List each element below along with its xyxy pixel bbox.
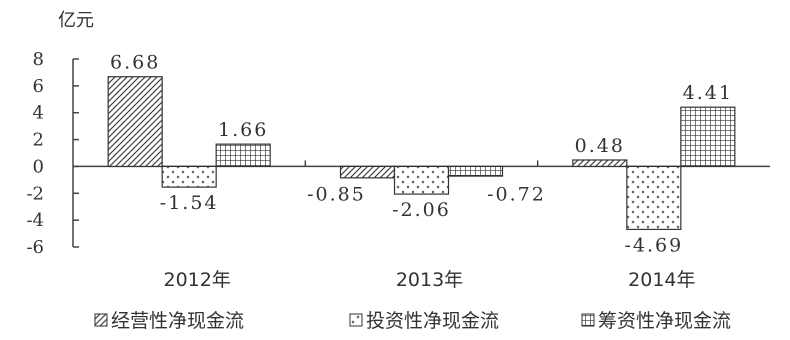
y-tick-label: 0 bbox=[33, 156, 44, 177]
legend-label: 经营性净现金流 bbox=[111, 310, 244, 332]
unit-label: 亿元 bbox=[58, 10, 94, 31]
y-tick-label: 2 bbox=[33, 130, 44, 151]
y-axis: 8 6 4 2 0 -2 -4 -6 bbox=[26, 49, 79, 258]
y-tick-label: -4 bbox=[26, 210, 44, 231]
legend: 经营性净现金流 投资性净现金流 筹资性净现金流 bbox=[94, 310, 731, 332]
bar bbox=[215, 143, 271, 168]
data-label: -0.72 bbox=[487, 183, 546, 205]
data-label: 4.41 bbox=[683, 82, 733, 104]
bar bbox=[680, 106, 736, 168]
y-tick-label: -2 bbox=[26, 183, 44, 204]
data-label: 1.66 bbox=[218, 119, 268, 141]
data-label: -2.06 bbox=[392, 199, 451, 221]
category-label: 2014年 bbox=[628, 269, 695, 291]
category-labels: 2012年 2013年 2014年 bbox=[163, 269, 695, 291]
legend-swatch bbox=[349, 313, 363, 327]
bar bbox=[626, 165, 682, 231]
legend-swatch bbox=[581, 313, 595, 327]
y-tick-label: 8 bbox=[33, 49, 44, 70]
category-label: 2012年 bbox=[163, 269, 230, 291]
legend-swatch bbox=[94, 313, 108, 327]
data-labels: 6.68 -1.54 1.66 -0.85 -2.06 -0.72 0.48 -4.69 4.4… bbox=[110, 52, 733, 257]
bar bbox=[107, 76, 163, 168]
bar bbox=[393, 165, 450, 195]
bar bbox=[339, 165, 396, 179]
legend-label: 投资性净现金流 bbox=[366, 310, 499, 332]
bar bbox=[161, 165, 217, 188]
bar bbox=[572, 159, 628, 168]
data-label: -1.54 bbox=[160, 192, 219, 214]
y-tick-label: 4 bbox=[33, 103, 44, 124]
bar bbox=[447, 165, 504, 177]
data-label: 6.68 bbox=[110, 52, 160, 74]
bars bbox=[107, 76, 736, 231]
y-tick-label: -6 bbox=[26, 237, 44, 258]
data-label: -0.85 bbox=[307, 183, 366, 205]
data-label: -4.69 bbox=[624, 234, 683, 256]
data-label: 0.48 bbox=[575, 135, 625, 157]
category-label: 2013年 bbox=[396, 269, 463, 291]
legend-label: 筹资性净现金流 bbox=[598, 310, 731, 332]
zero-baseline bbox=[73, 160, 770, 168]
y-tick-label: 6 bbox=[33, 76, 44, 97]
